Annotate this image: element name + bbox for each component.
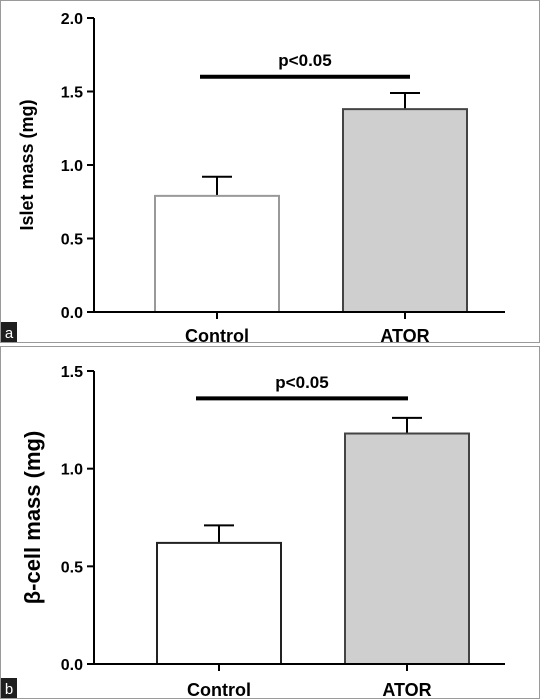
significance-label: p<0.05 xyxy=(275,373,328,392)
panel-b: b Control ATOR 0.0 0.5 1.0 1.5 β-cell mass (mg… xyxy=(0,346,540,699)
chart-a: Control ATOR 0.0 0.5 1.0 1.5 2.0 Islet mass (mg… xyxy=(17,11,505,346)
panel-b-letter-box xyxy=(1,678,17,698)
significance-label: p<0.05 xyxy=(278,51,331,70)
y-tick-label: 0.5 xyxy=(61,559,83,576)
panel-a-letter: a xyxy=(5,325,14,342)
y-tick-label: 2.0 xyxy=(61,11,83,28)
panel-b-letter: b xyxy=(5,681,13,698)
y-axis-title: Islet mass (mg) xyxy=(17,99,37,230)
x-tick-label: ATOR xyxy=(380,326,429,346)
bar xyxy=(344,432,470,665)
bar xyxy=(342,108,468,313)
y-tick-label: 0.5 xyxy=(61,232,83,249)
x-tick-label: Control xyxy=(187,680,251,699)
y-tick-label: 1.0 xyxy=(61,462,83,479)
y-axis-title: β-cell mass (mg) xyxy=(20,431,45,605)
x-tick-label: ATOR xyxy=(382,680,431,699)
x-tick-label: Control xyxy=(185,326,249,346)
y-tick-label: 0.0 xyxy=(61,657,83,674)
panel-a-letter-box xyxy=(1,322,17,342)
bar xyxy=(156,541,282,665)
y-tick-label: 1.5 xyxy=(61,364,83,381)
y-tick-label: 1.5 xyxy=(61,85,83,102)
panel-a: a Control ATOR 0.0 0.5 1.0 1.5 2.0 Islet mass (… xyxy=(0,0,540,346)
bar xyxy=(154,194,280,313)
chart-b: Control ATOR 0.0 0.5 1.0 1.5 β-cell mass (mg) p… xyxy=(20,364,505,699)
y-tick-label: 1.0 xyxy=(61,158,83,175)
y-tick-label: 0.0 xyxy=(61,305,83,322)
